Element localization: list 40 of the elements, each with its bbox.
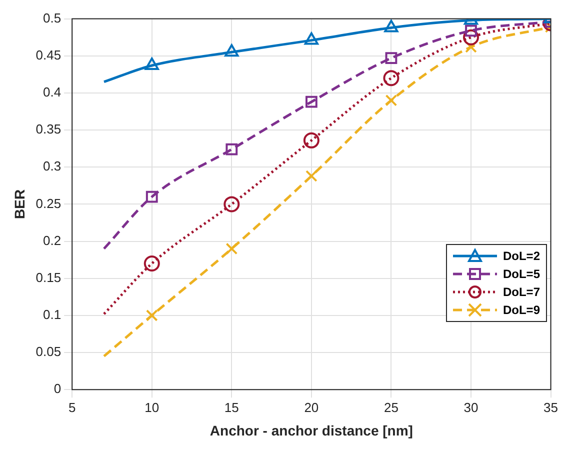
x-axis-title: Anchor - anchor distance [nm] (210, 422, 413, 438)
x-tick-label: 10 (144, 400, 160, 415)
point (462, 29, 479, 46)
y-tick-label: 0.1 (43, 307, 62, 322)
y-axis-title: BER (11, 189, 28, 219)
point (305, 96, 318, 108)
legend-label: DoL=9 (502, 303, 540, 317)
y-tick-label: 0 (54, 381, 62, 396)
x-tick-label: 25 (384, 400, 398, 415)
x-tick-label: 30 (464, 400, 478, 415)
x-tick-label: 15 (224, 400, 239, 415)
legend-label: DoL=2 (502, 249, 540, 263)
point (305, 170, 318, 182)
point (303, 132, 320, 148)
line-series (102, 18, 551, 84)
point (226, 143, 238, 156)
x-tick-label: 35 (544, 400, 558, 415)
y-tick-label: 0.5 (43, 10, 62, 26)
y-tick-label: 0.45 (36, 47, 62, 62)
point (383, 70, 400, 86)
legend-label: DoL=5 (502, 267, 540, 281)
point (465, 24, 477, 37)
y-tick-label: 0.2 (43, 232, 62, 248)
line-series (102, 18, 551, 250)
point (385, 52, 398, 64)
x-tick-label: 5 (68, 400, 76, 415)
y-tick-label: 0.05 (36, 344, 62, 360)
legend-label: DoL=7 (502, 285, 540, 299)
point (144, 256, 160, 272)
y-tick-label: 0.4 (43, 84, 62, 100)
y-tick-label: 0.25 (36, 196, 62, 211)
point (385, 94, 398, 106)
point (146, 190, 158, 203)
x-tick-label: 20 (304, 400, 319, 415)
point (226, 242, 238, 255)
y-tick-label: 0.35 (36, 122, 62, 137)
y-tick-label: 0.3 (43, 158, 62, 174)
point (224, 196, 240, 212)
y-tick-label: 0.15 (36, 270, 62, 285)
point (146, 309, 158, 322)
